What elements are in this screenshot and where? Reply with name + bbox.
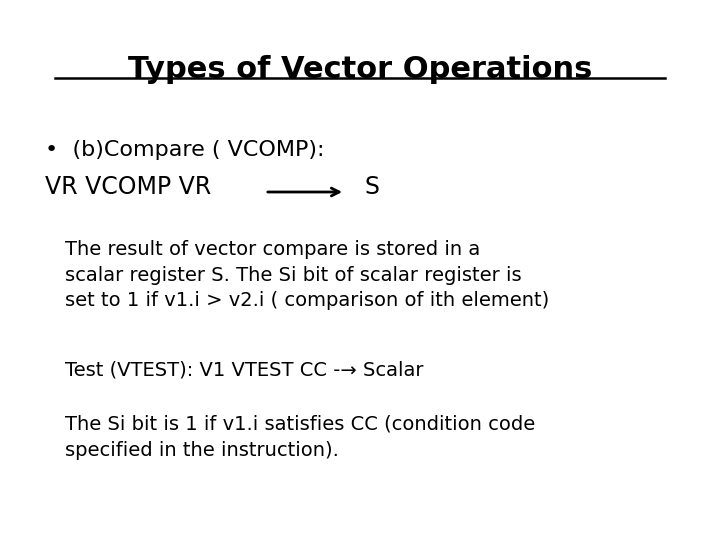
- Text: Test (VTEST): V1 VTEST CC -→ Scalar: Test (VTEST): V1 VTEST CC -→ Scalar: [65, 360, 423, 379]
- Text: S: S: [365, 175, 380, 199]
- Text: The Si bit is 1 if v1.i satisfies CC (condition code
specified in the instructio: The Si bit is 1 if v1.i satisfies CC (co…: [65, 415, 535, 460]
- Text: VR VCOMP VR: VR VCOMP VR: [45, 175, 211, 199]
- Text: Types of Vector Operations: Types of Vector Operations: [128, 55, 592, 84]
- Text: The result of vector compare is stored in a
scalar register S. The Si bit of sca: The result of vector compare is stored i…: [65, 240, 549, 310]
- Text: •  (b)Compare ( VCOMP):: • (b)Compare ( VCOMP):: [45, 140, 325, 160]
